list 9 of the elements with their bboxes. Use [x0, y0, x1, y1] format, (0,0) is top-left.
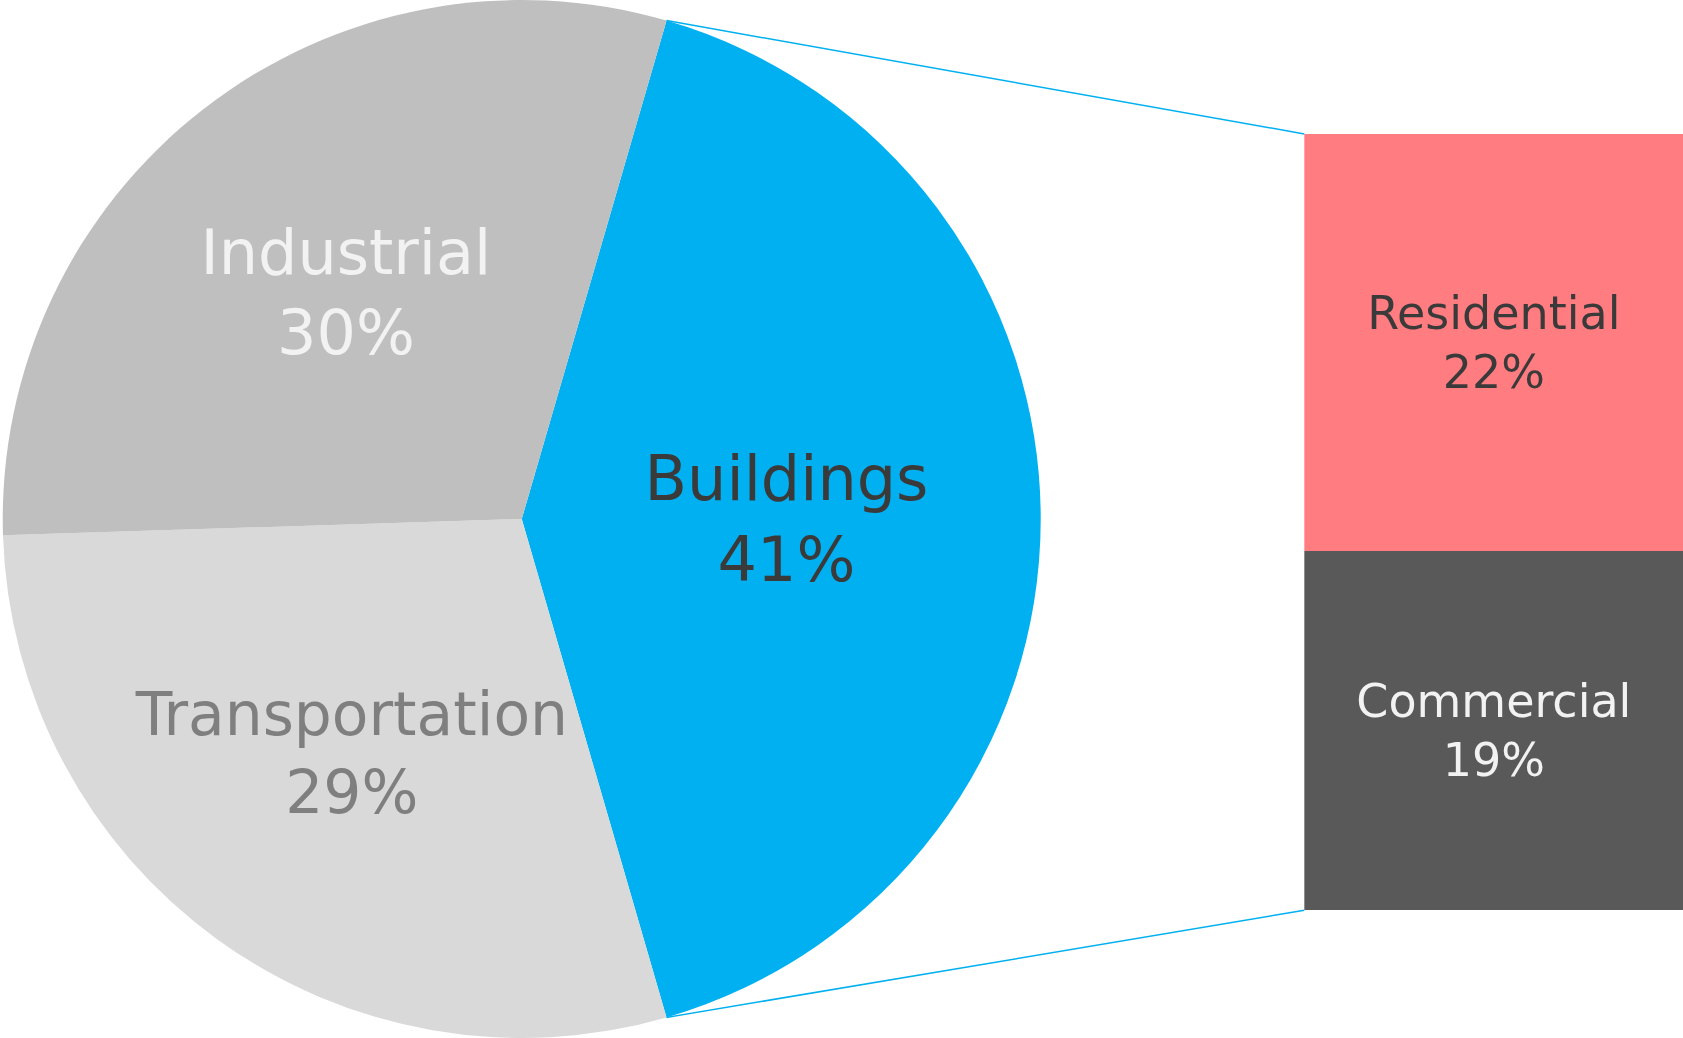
slice-label: Buildings: [644, 442, 929, 516]
pie-slice: [2, 519, 667, 1038]
series-label: Commercial: [1356, 673, 1632, 728]
data-label: 19%: [1442, 733, 1545, 788]
series-label: Residential: [1367, 285, 1621, 340]
data-label: 41%: [717, 522, 856, 596]
data-label: 29%: [285, 757, 419, 828]
data-label: 22%: [1442, 345, 1545, 400]
slice-label: Transportation: [134, 679, 568, 750]
